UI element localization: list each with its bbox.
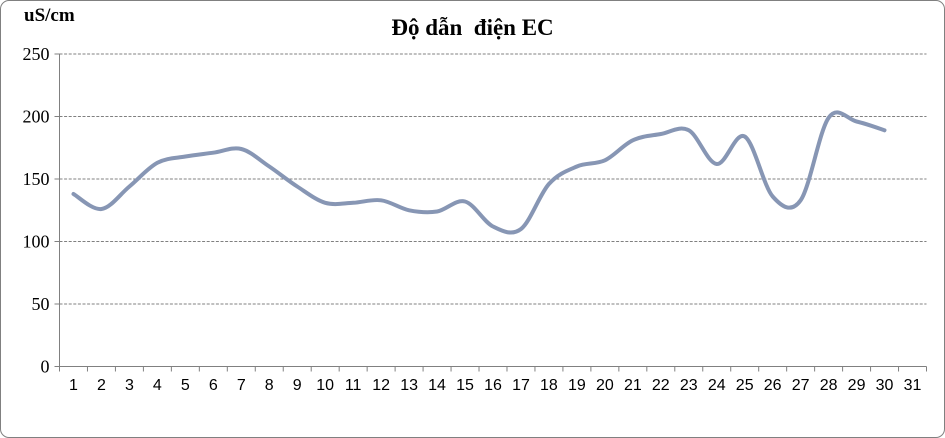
x-tick-label: 29: [848, 377, 866, 394]
y-tick-label: 150: [23, 169, 50, 189]
x-tick-label: 20: [596, 377, 614, 394]
x-tick-label: 31: [904, 377, 922, 394]
x-tick-label: 5: [181, 377, 190, 394]
x-tick-label: 28: [820, 377, 838, 394]
x-tick-label: 25: [736, 377, 754, 394]
chart-title: Độ dẫn điện EC: [391, 15, 554, 40]
x-tick-label: 8: [265, 377, 274, 394]
x-tick-label: 26: [764, 377, 782, 394]
x-tick-label: 23: [680, 377, 698, 394]
x-tick-label: 14: [428, 377, 446, 394]
x-tick-label: 10: [316, 377, 334, 394]
x-tick-label: 24: [708, 377, 726, 394]
x-tick-label: 21: [624, 377, 642, 394]
y-tick-label: 200: [23, 107, 50, 127]
x-tick-label: 15: [456, 377, 474, 394]
y-axis-unit-label: uS/cm: [24, 5, 75, 26]
x-tick-label: 12: [372, 377, 390, 394]
x-tick-label: 6: [209, 377, 218, 394]
x-tick-label: 30: [876, 377, 894, 394]
x-tick-label: 4: [153, 377, 162, 394]
x-tick-label: 1: [69, 377, 78, 394]
x-tick-label: 9: [293, 377, 302, 394]
y-tick-label: 100: [23, 232, 50, 252]
x-tick-label: 7: [237, 377, 246, 394]
x-tick-label: 17: [512, 377, 530, 394]
x-tick-label: 2: [97, 377, 106, 394]
y-tick-label: 50: [32, 294, 50, 314]
x-tick-label: 16: [484, 377, 502, 394]
x-tick-label: 13: [400, 377, 418, 394]
x-tick-label: 19: [568, 377, 586, 394]
x-tick-label: 27: [792, 377, 810, 394]
x-tick-label: 3: [125, 377, 134, 394]
x-tick-label: 22: [652, 377, 670, 394]
y-tick-label: 250: [23, 44, 50, 64]
x-tick-label: 11: [345, 377, 362, 394]
x-tick-label: 18: [540, 377, 558, 394]
ec-data-line: [71, 110, 887, 235]
y-tick-label: 0: [41, 357, 50, 377]
